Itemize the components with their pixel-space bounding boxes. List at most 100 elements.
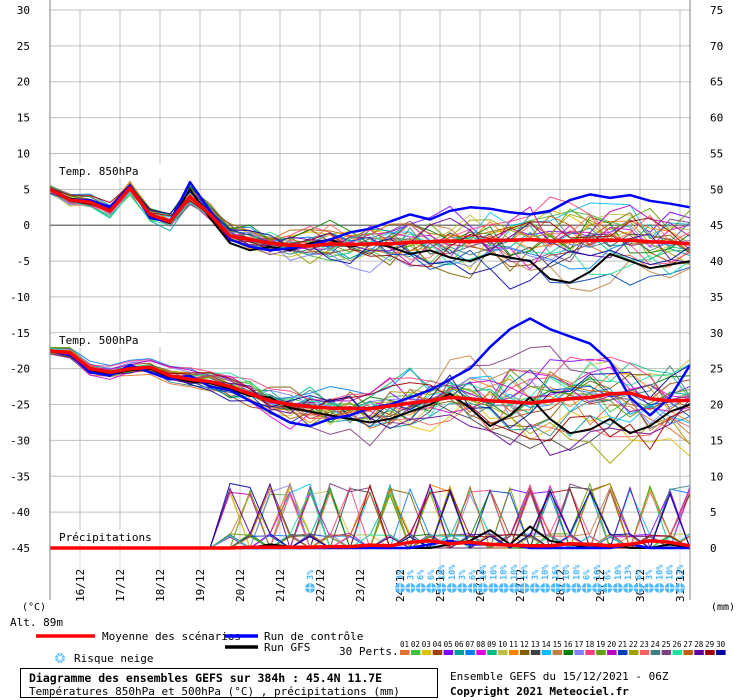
snow-risk-value: 10%: [500, 564, 510, 580]
member-legend-swatch: [519, 650, 530, 655]
member-legend-label: 14: [542, 640, 552, 649]
member-legend-swatch: [705, 650, 715, 655]
member-legend-label: 21: [618, 640, 627, 649]
labels: Temp. 850hPa Temp. 500hPa Précipitations…: [10, 164, 735, 629]
member-legend-swatch: [683, 650, 693, 655]
right-unit-label: (mm): [711, 602, 735, 613]
y-tick-left: 5: [23, 183, 30, 196]
snow-risk-value: 10%: [520, 564, 530, 580]
member-legend-label: 07: [465, 640, 474, 649]
altitude-label: Alt. 89m: [10, 616, 63, 629]
grid: [50, 9, 690, 600]
member-legend-swatch: [530, 650, 541, 655]
member-legend-swatch: [465, 650, 475, 655]
member-legend-swatch: [672, 650, 682, 655]
snow-risk-value: 10%: [655, 564, 665, 580]
y-tick-right: 5: [710, 506, 717, 519]
y-tick-right: 15: [710, 434, 723, 447]
member-legend-label: 26: [672, 640, 682, 649]
member-legend-label: 16: [563, 640, 573, 649]
member-legend-swatch: [476, 650, 486, 655]
y-tick-right: 20: [710, 399, 723, 412]
member-legend-label: 12: [520, 640, 529, 649]
member-line-t850: [49, 191, 691, 276]
run-info: Ensemble GEFS du 15/12/2021 - 06Z: [450, 670, 669, 683]
member-legend-swatch: [487, 650, 497, 655]
member-legend-swatch: [509, 650, 519, 655]
member-legend-label: 20: [607, 640, 617, 649]
y-tick-left: -15: [10, 327, 30, 340]
x-tick-date: 20/12: [234, 569, 247, 602]
y-tick-left: -35: [10, 470, 30, 483]
member-legend-label: 09: [487, 640, 496, 649]
mean-line-t850: [49, 186, 691, 248]
member-legend-swatch: [421, 650, 432, 655]
snow-risk-value: 6%: [427, 569, 437, 580]
panel-label-precip: Précipitations: [59, 531, 152, 544]
legend-mean-label: Moyenne des scénarios: [102, 630, 241, 643]
member-legend-swatch: [628, 650, 639, 655]
snow-risk-value: 6%: [583, 569, 593, 580]
member-legend-label: 11: [509, 640, 518, 649]
member-legend-swatch: [694, 650, 704, 655]
y-tick-right: 70: [710, 40, 723, 53]
legend: Moyenne des scénarios Run de contrôle Ru…: [36, 630, 726, 665]
mean-line-precip: [50, 539, 691, 550]
snow-risk-value: 10%: [541, 564, 551, 580]
control-line-t850: [49, 180, 691, 252]
member-legend-swatch: [432, 650, 443, 655]
y-tick-right: 60: [710, 112, 723, 125]
y-tick-left: -10: [10, 291, 30, 304]
snow-risk-value: 10%: [479, 564, 489, 580]
member-legend-swatch: [716, 650, 726, 655]
snow-risk-value: 13%: [624, 564, 634, 580]
snow-risk-value: 10%: [448, 564, 458, 580]
snow-risk-value: 6%: [469, 569, 479, 580]
member-line-t500: [49, 353, 691, 445]
member-legend-swatch: [585, 650, 595, 655]
member-legend-label: 22: [629, 640, 638, 649]
x-tick-date: 23/12: [354, 569, 367, 602]
snow-risk-value: 3%: [396, 569, 406, 580]
x-tick-date: 17/12: [114, 569, 127, 602]
legend-gfs-label: Run GFS: [264, 641, 310, 654]
y-tick-right: 65: [710, 76, 723, 89]
y-tick-right: 50: [710, 183, 723, 196]
x-tick-date: 18/12: [154, 569, 167, 602]
legend-snow-icon: [54, 652, 66, 664]
y-tick-left: 30: [17, 4, 30, 17]
y-tick-left: 0: [23, 219, 30, 232]
snow-risk-value: 10%: [489, 564, 499, 580]
member-legend-label: 05: [444, 640, 453, 649]
member-legend-swatch: [650, 650, 661, 655]
member-legend: 01 02 03 04 05 06 07 08 09 10 11 12 13 14 15 16 17 18 19 20…: [400, 640, 726, 655]
snow-risk-value: 3%: [645, 569, 655, 580]
snow-risk-value: 6%: [635, 569, 645, 580]
member-line-t500: [49, 350, 691, 428]
member-legend-label: 25: [662, 640, 671, 649]
left-unit-label: (°C): [22, 602, 46, 613]
y-tick-left: -5: [17, 255, 30, 268]
y-tick-right: 55: [710, 147, 723, 160]
footer-subtitle: Températures 850hPa et 500hPa (°C) , pré…: [29, 685, 400, 698]
snow-risk-value: 6%: [417, 569, 427, 580]
snow-risk-value: 3%: [531, 569, 541, 580]
x-tick-date: 22/12: [314, 569, 327, 602]
snow-risk-value: 10%: [510, 564, 520, 580]
x-tick-date: 16/12: [74, 569, 87, 602]
member-legend-swatch: [661, 650, 672, 655]
member-line-t500: [49, 350, 691, 426]
y-tick-left: 20: [17, 76, 30, 89]
member-legend-swatch: [552, 650, 563, 655]
x-tick-date: 19/12: [194, 569, 207, 602]
snow-risk-value: 10%: [666, 564, 676, 580]
t850-label-bg: [56, 164, 166, 178]
member-legend-label: 01: [400, 640, 409, 649]
y-tick-right: 40: [710, 255, 723, 268]
snow-risk-value: 10%: [614, 564, 624, 580]
x-tick-date: 28/12: [554, 569, 567, 602]
member-legend-label: 06: [454, 640, 464, 649]
